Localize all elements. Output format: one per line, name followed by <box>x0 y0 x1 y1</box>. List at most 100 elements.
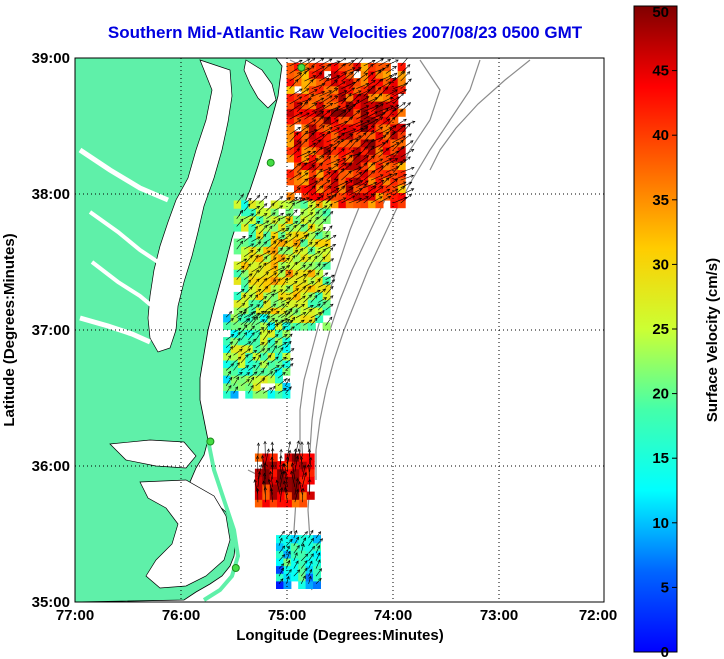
velocity-arrow-head <box>259 463 263 468</box>
velocity-arrow-head <box>332 234 337 238</box>
velocity-arrow-head <box>286 264 291 269</box>
velocity-arrow <box>225 355 232 364</box>
velocity-arrow <box>279 455 282 472</box>
velocity-arrow-head <box>356 99 360 103</box>
velocity-arrow-head <box>242 294 247 299</box>
velocity-arrow <box>243 255 253 265</box>
velocity-cell <box>276 557 284 567</box>
colorbar-tick-label: 25 <box>652 321 669 338</box>
velocity-arrow-head <box>295 560 299 565</box>
velocity-arrow-head <box>294 209 298 213</box>
velocity-arrow <box>317 211 326 220</box>
velocity-cell <box>263 246 272 255</box>
velocity-cell <box>298 580 307 589</box>
velocity-cell <box>262 491 271 500</box>
velocity-cell <box>263 215 272 224</box>
velocity-arrow <box>356 105 369 112</box>
velocity-cell <box>316 184 325 193</box>
velocity-arrow <box>300 537 306 546</box>
velocity-arrow <box>273 196 283 204</box>
velocity-cell <box>285 307 294 316</box>
velocity-arrow <box>280 233 292 242</box>
velocity-cell <box>267 344 276 353</box>
velocity-cell <box>322 208 331 217</box>
velocity-cell <box>233 238 242 247</box>
velocity-arrow <box>341 134 353 143</box>
velocity-arrow <box>311 105 326 112</box>
velocity-cell <box>252 321 261 330</box>
velocity-cell <box>298 542 307 551</box>
velocity-arrow-head <box>237 356 242 360</box>
velocity-arrow <box>385 158 398 166</box>
velocity-cell <box>323 139 332 148</box>
velocity-arrow <box>236 303 245 311</box>
velocity-arrow <box>296 178 309 189</box>
velocity-arrow-head <box>228 354 232 359</box>
velocity-cell <box>375 70 384 79</box>
velocity-arrow <box>280 257 290 265</box>
velocity-arrow-head <box>294 221 299 225</box>
velocity-cell <box>282 390 291 399</box>
velocity-arrow <box>326 127 340 135</box>
velocity-arrow <box>325 258 334 265</box>
velocity-arrow <box>295 224 304 235</box>
velocity-cell <box>292 299 301 308</box>
velocity-arrow <box>303 204 313 212</box>
velocity-cell <box>353 200 362 209</box>
velocity-arrow-head <box>249 218 253 222</box>
velocity-cell <box>308 131 317 140</box>
velocity-arrow-head <box>322 288 327 292</box>
velocity-cell <box>269 499 278 508</box>
velocity-arrow-head <box>257 248 261 252</box>
velocity-arrow <box>370 158 383 166</box>
pamlico-sound <box>139 479 231 589</box>
velocity-cell <box>368 184 377 193</box>
velocity-arrow <box>262 371 273 379</box>
tributary-potomac <box>78 147 169 203</box>
velocity-arrow <box>363 97 378 105</box>
velocity-arrow <box>310 228 321 235</box>
velocity-cell <box>282 367 291 376</box>
velocity-arrow <box>286 545 290 554</box>
velocity-cell <box>382 131 391 140</box>
velocity-arrow <box>378 81 391 89</box>
velocity-arrow <box>258 250 271 258</box>
velocity-cell <box>307 253 316 262</box>
velocity-arrow <box>285 386 292 394</box>
velocity-cell <box>294 177 302 186</box>
velocity-arrow <box>356 146 368 158</box>
velocity-cell <box>382 101 391 110</box>
velocity-cell <box>316 62 325 72</box>
velocity-arrow-head <box>242 236 246 240</box>
velocity-arrow-head <box>363 55 366 58</box>
velocity-arrow <box>348 69 360 82</box>
velocity-arrow <box>304 89 318 97</box>
velocity-arrow <box>240 324 248 333</box>
velocity-arrow-head <box>296 536 299 541</box>
velocity-arrow <box>236 194 244 204</box>
velocity-cell <box>331 192 339 201</box>
velocity-arrow-head <box>317 544 320 549</box>
velocity-arrow-head <box>267 339 271 343</box>
velocity-cell <box>331 101 339 110</box>
velocity-arrow-head <box>312 142 317 146</box>
velocity-arrow <box>333 121 348 128</box>
velocity-cell <box>316 78 325 87</box>
velocity-arrow <box>341 82 356 89</box>
velocity-cell <box>322 253 331 262</box>
velocity-cell <box>286 154 295 163</box>
velocity-arrow <box>370 87 382 97</box>
velocity-cell <box>397 154 406 163</box>
velocity-arrow-head <box>317 559 321 563</box>
velocity-arrow <box>270 356 279 364</box>
velocity-arrow <box>263 481 266 495</box>
velocity-cell <box>382 93 391 102</box>
velocity-arrow-head <box>256 206 261 210</box>
velocity-arrow <box>400 102 411 112</box>
velocity-arrow <box>233 372 243 379</box>
velocity-arrow-head <box>271 236 276 240</box>
velocity-arrow-head <box>351 87 356 91</box>
velocity-cell <box>270 200 279 209</box>
velocity-arrow <box>295 248 303 257</box>
velocity-cell <box>375 123 384 132</box>
